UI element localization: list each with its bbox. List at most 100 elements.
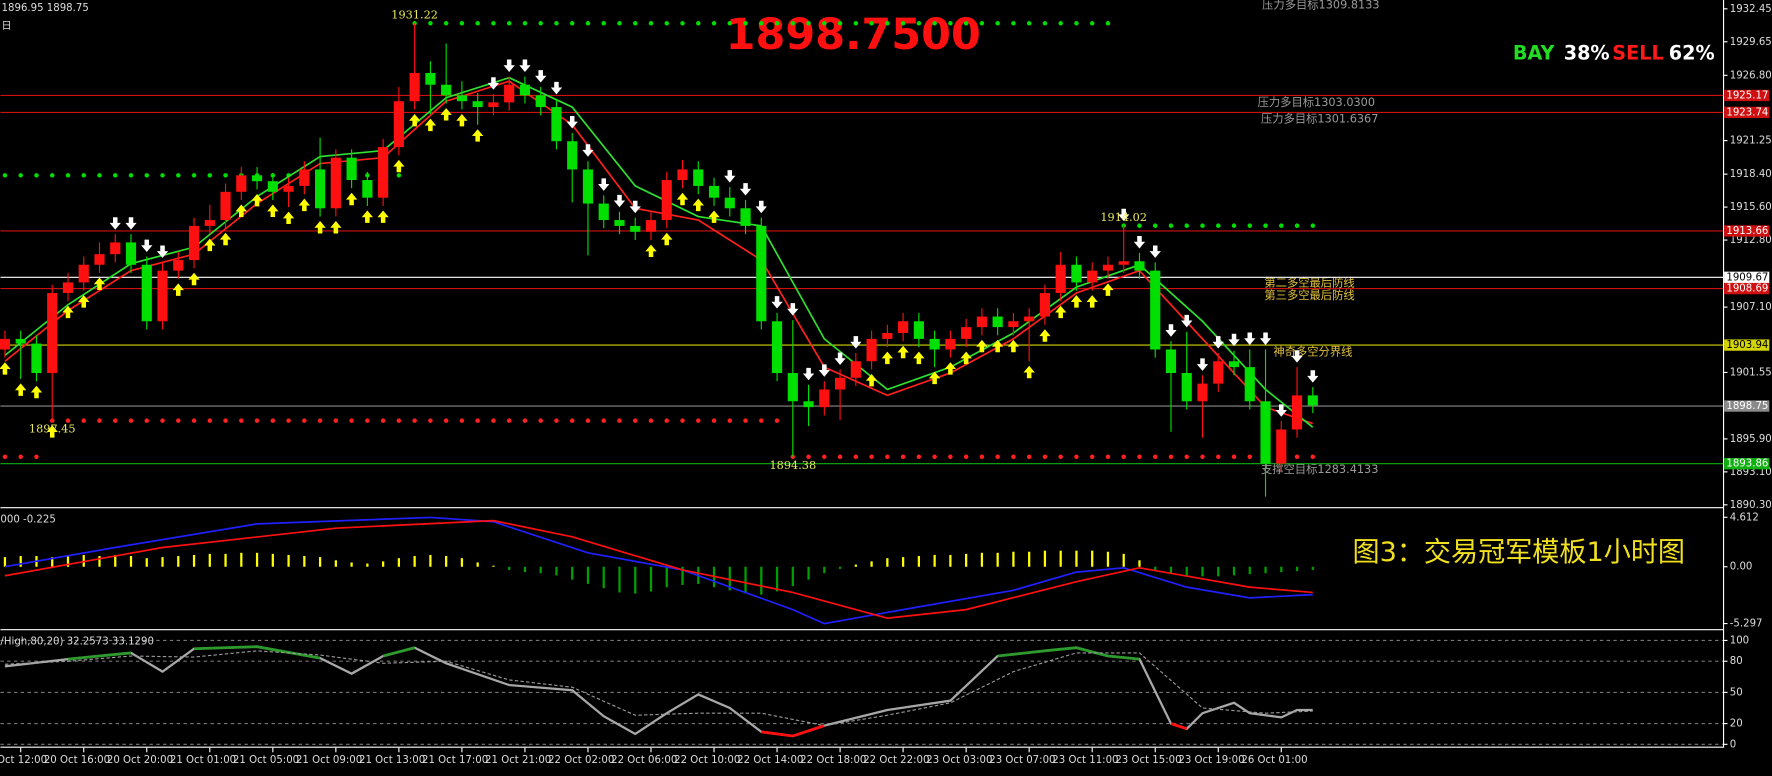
level-dot (428, 418, 433, 423)
level-dot (1089, 21, 1095, 26)
level-dot (948, 454, 953, 460)
level-dot (18, 173, 23, 178)
candle-body (425, 72, 436, 85)
signal-arrow (960, 351, 972, 365)
level-dot (1105, 454, 1111, 460)
candle-body (456, 95, 467, 102)
level-dot (680, 21, 685, 26)
level-label: 1909.67 (1726, 272, 1768, 283)
level-dot (632, 418, 638, 423)
candle-body (141, 264, 152, 322)
level-dot (1058, 21, 1063, 26)
level-dot (97, 173, 102, 178)
signal-arrow (613, 194, 626, 208)
candle-body (661, 180, 672, 221)
level-dot (696, 418, 701, 423)
level-dot (254, 418, 260, 423)
annotation: 压力多目标1303.0300 (1258, 95, 1375, 109)
x-tick-label: 23 Oct 19:00 (1178, 755, 1244, 766)
candle-body (283, 185, 294, 192)
signal-arrow (188, 272, 200, 286)
level-dot (617, 21, 622, 26)
level-dot (1152, 223, 1158, 228)
candle-body (724, 197, 735, 209)
level-dot (932, 21, 937, 26)
level-dot (475, 418, 480, 423)
signal-arrow (771, 296, 783, 309)
candle-body (1071, 264, 1082, 283)
signal-arrow (472, 129, 484, 142)
level-dot (1011, 21, 1016, 26)
candle-body (535, 95, 546, 108)
signal-arrow (897, 345, 909, 359)
level-label: 1898.75 (1726, 401, 1768, 412)
panel-header: 000 -0.225 (0, 515, 55, 526)
candle-body (362, 180, 373, 198)
candle-body (1024, 316, 1035, 322)
y-tick-label: 80 (1730, 656, 1743, 667)
candle-body (598, 203, 609, 221)
level-dot (506, 21, 512, 26)
candle-body (31, 343, 42, 374)
signal-arrow (345, 192, 358, 206)
level-dot (1026, 21, 1032, 26)
candle-body (1291, 395, 1303, 430)
signal-arrow (1275, 404, 1287, 417)
level-dot (2, 173, 8, 178)
y-tick-label: 1893.10 (1730, 467, 1772, 478)
signal-arrow (865, 374, 878, 387)
signal-arrow (219, 232, 232, 246)
level-dot (1215, 223, 1221, 228)
signal-arrow (598, 178, 610, 191)
signal-arrow (267, 204, 279, 217)
candle-body (551, 107, 562, 142)
zone-segment (792, 724, 825, 738)
signal-arrow (298, 198, 310, 212)
level-dot (948, 21, 953, 26)
candle-body (803, 401, 814, 408)
zone-segment (761, 730, 793, 738)
signal-arrow (850, 336, 862, 349)
level-dot (806, 454, 811, 460)
candle-body (756, 225, 767, 322)
level-dot (443, 21, 449, 26)
x-tick-label: 22 Oct 10:00 (674, 755, 740, 766)
level-dot (349, 418, 354, 423)
level-dot (664, 21, 670, 26)
level-dot (1105, 21, 1111, 26)
candle-body (315, 169, 326, 209)
signal-arrow (535, 70, 547, 83)
signal-arrow (881, 351, 894, 365)
y-tick-label: 1929.65 (1730, 37, 1772, 48)
y-tick-label: 1912.80 (1730, 235, 1772, 246)
signal-arrow (503, 59, 515, 72)
level-dot (207, 173, 213, 178)
level-tag (1724, 282, 1770, 295)
level-label: 1903.94 (1726, 340, 1768, 351)
level-dot (759, 21, 764, 26)
candle-body (1307, 395, 1318, 406)
candle-body (204, 220, 215, 226)
candle-body (740, 208, 751, 226)
y-tick-label: 1926.80 (1730, 70, 1772, 81)
buy-label: BAY (1513, 42, 1556, 65)
signal-arrow (787, 303, 799, 316)
level-dot (554, 418, 559, 423)
level-dot (1074, 21, 1079, 26)
signal-arrow (282, 211, 295, 225)
y-tick-label: 1918.40 (1730, 169, 1772, 180)
extreme-label: 1894.38 (769, 459, 816, 472)
level-dot (1011, 454, 1016, 460)
panel-header: /High,80,20) 32.2573 33.1290 (0, 637, 153, 648)
candle-body (1039, 293, 1051, 317)
annotation: 压力多目标1301.6367 (1261, 112, 1378, 126)
signal-arrow (314, 221, 326, 234)
level-label: 1908.69 (1726, 284, 1768, 295)
level-dot (853, 454, 859, 460)
level-dot (1294, 454, 1300, 460)
level-dot (727, 21, 733, 26)
level-dot (176, 418, 181, 423)
level-label: 1913.66 (1726, 226, 1768, 237)
level-dot (191, 173, 197, 178)
